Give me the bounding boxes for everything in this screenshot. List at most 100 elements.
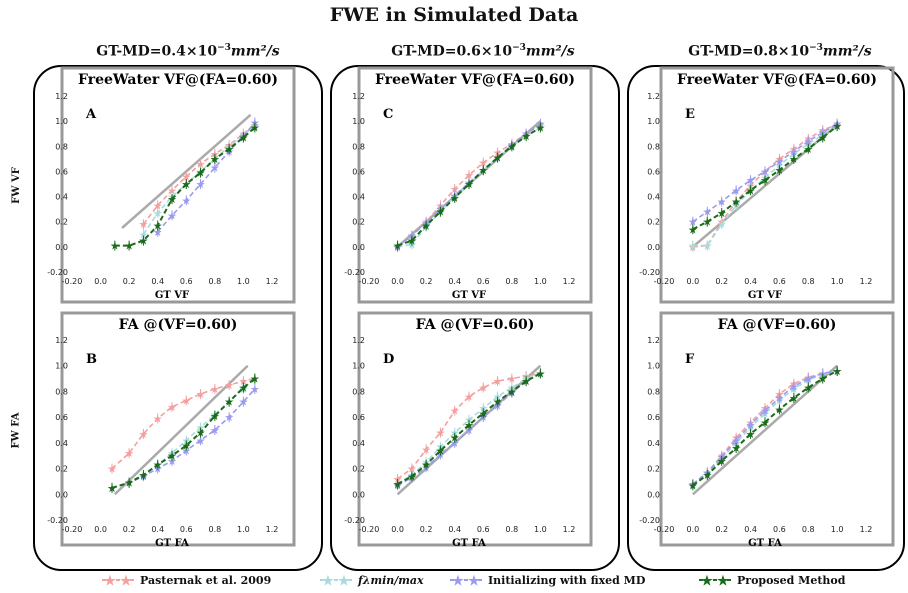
panel-f-xtick: 0.2	[715, 525, 728, 534]
panel-e-xtick: 0.2	[715, 277, 728, 286]
column-title-2: GT-MD=0.6×10−3mm²/s	[343, 43, 623, 60]
panel-d-frame	[357, 311, 593, 547]
panel-d-ytick: 0.6	[352, 413, 365, 422]
panel-b-ytick: 0.0	[55, 490, 68, 499]
panel-d-series-3-point: ★	[435, 445, 445, 458]
panel-c-series-0-point: ★	[450, 183, 460, 196]
panel-f-ytick: 0.4	[647, 439, 660, 448]
svg-text:★: ★	[322, 574, 334, 587]
panel-b-series-0-point: ★	[181, 394, 191, 407]
panel-f-ytick: 0.6	[647, 413, 660, 422]
panel-a-label: A	[85, 107, 97, 122]
panel-d-series-0-point: ★	[407, 463, 417, 476]
panel-b-ytick: 0.6	[55, 413, 68, 422]
panel-a-xtick: -0.20	[62, 277, 83, 286]
panel-b-series-3-point: ★	[210, 410, 220, 423]
panel-d-series-3-point: ★	[521, 375, 531, 388]
panel-e-title: FreeWater VF@(FA=0.60)	[677, 72, 877, 88]
panel-d-series-0-point: ★	[478, 382, 488, 395]
panel-c-series-3-point: ★	[478, 164, 488, 177]
panel-a-series-3-point: ★	[124, 240, 134, 253]
panel-e-series-2-point: ★	[702, 206, 712, 219]
panel-b-xtick: 0.2	[123, 525, 136, 534]
panel-c-xtick: 0.8	[505, 277, 518, 286]
panel-c-xtick: 1.2	[563, 277, 576, 286]
panel-a-series-0-point: ★	[153, 199, 163, 212]
column-title-3: GT-MD=0.8×10−3mm²/s	[640, 43, 908, 60]
panel-c-ytick: 0.4	[352, 193, 365, 202]
svg-text:★: ★	[717, 574, 729, 587]
panel-d-ytick: -0.20	[344, 516, 365, 525]
panel-b-series-0-point: ★	[224, 379, 234, 392]
panel-b-series-3-point: ★	[250, 373, 260, 386]
panel-e-series-3-point: ★	[760, 174, 770, 187]
legend: ★ ★ Pasternak et al. 2009 ★ ★ fλmin/max ★ ★…	[0, 571, 908, 591]
panel-a-frame	[60, 66, 296, 304]
panel-c-ytick: 0.6	[352, 167, 365, 176]
panel-d-series-3-point: ★	[450, 432, 460, 445]
panel-f-series-3-point: ★	[832, 365, 842, 378]
panel-b-series-0-point: ★	[238, 375, 248, 388]
panel-e-series-3-point: ★	[746, 184, 756, 197]
panel-d-series-3-point: ★	[478, 407, 488, 420]
panel-b-xtick: -0.20	[62, 525, 83, 534]
panel-e-series-3-line	[692, 125, 838, 231]
legend-marker-flambda: ★ ★	[320, 574, 352, 587]
panel-d-xtick: 1.0	[534, 525, 547, 534]
panel-e-xtick: -0.20	[654, 277, 675, 286]
column-title-2-prefix: GT-MD=0.6×10	[391, 43, 513, 60]
panel-f-series-3-point: ★	[688, 479, 698, 492]
panel-f-series-3-point: ★	[789, 392, 799, 405]
panel-c-ytick: 0.2	[352, 218, 365, 227]
panel-c-series-3-point: ★	[450, 192, 460, 205]
panel-b-series-0-point: ★	[138, 428, 148, 441]
panel-a-ytick: 0.6	[55, 167, 68, 176]
panel-f-series-2-point: ★	[760, 405, 770, 418]
panel-b-label: B	[86, 352, 97, 367]
panel-e-series-3-point: ★	[818, 131, 828, 144]
panel-e-xlabel: GT VF	[748, 290, 782, 301]
panel-e-series-2-point: ★	[789, 145, 799, 158]
panel-d-ytick: 0.8	[352, 387, 365, 396]
panel-a-xtick: 1.0	[237, 277, 250, 286]
panel-a-series-0-point: ★	[181, 170, 191, 183]
panel-b-xtick: 0.4	[151, 525, 164, 534]
panel-d-xtick: 0.8	[505, 525, 518, 534]
panel-f-series-3-point: ★	[774, 403, 784, 416]
panel-b-series-3-point: ★	[238, 382, 248, 395]
panel-b-ytick: 0.2	[55, 465, 68, 474]
panel-c-label: C	[383, 107, 393, 122]
panel-a-series-2-point: ★	[181, 194, 191, 207]
panel-e-series-3-point: ★	[717, 207, 727, 220]
panel-f: FA @(VF=0.60) F -0.20 0.0 0.2 0.4 0.6 0.8 1.0 1.2…	[639, 311, 895, 549]
panel-c-ytick: 0.8	[352, 142, 365, 151]
panel-a-series-2-point: ★	[153, 226, 163, 239]
panel-b-series-2-point: ★	[238, 396, 248, 409]
panel-e-series-2-point: ★	[731, 184, 741, 197]
panel-b-series-3-point: ★	[224, 396, 234, 409]
panel-e-ytick: 0.0	[647, 243, 660, 252]
panel-b-xtick: 0.8	[208, 525, 221, 534]
panel-e-series-2-point: ★	[803, 135, 813, 148]
svg-text:★: ★	[701, 574, 713, 587]
panel-d-ytick: 1.0	[352, 362, 365, 371]
panel-b-series-0-point: ★	[167, 401, 177, 414]
panel-b-series-2-point: ★	[250, 383, 260, 396]
panel-f-series-3-point: ★	[702, 469, 712, 482]
panel-f-xtick: 0.0	[686, 525, 699, 534]
panel-c-xtick: 0.4	[448, 277, 461, 286]
panel-f-label: F	[685, 352, 695, 367]
panel-e-xtick: 1.2	[860, 277, 873, 286]
legend-marker-fixed-md: ★ ★	[450, 574, 482, 587]
panel-e-series-2-point: ★	[760, 165, 770, 178]
column-title-1-prefix: GT-MD=0.4×10	[96, 43, 218, 60]
panel-d-series-3-point: ★	[507, 385, 517, 398]
panel-d-series-0-point: ★	[507, 373, 517, 386]
column-title-1: GT-MD=0.4×10−3mm²/s	[48, 43, 328, 60]
panel-c-series-0-point: ★	[478, 157, 488, 170]
panel-e-series-1-line	[692, 125, 838, 247]
panel-e-ytick: 0.2	[647, 218, 660, 227]
legend-marker-proposed: ★ ★	[699, 574, 731, 587]
panel-d-series-3-point: ★	[407, 470, 417, 483]
panel-b-series-0-point: ★	[107, 463, 117, 476]
